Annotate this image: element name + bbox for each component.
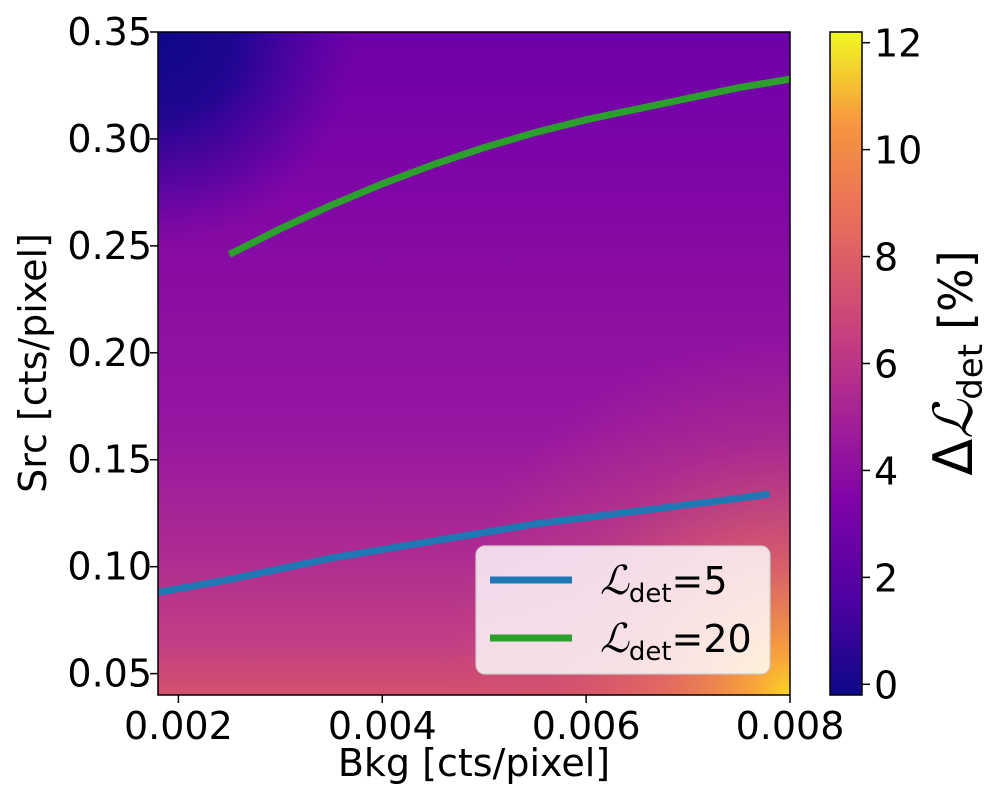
y-tick-label: 0.25 <box>67 224 152 268</box>
legend-symbol: ℒ <box>600 558 630 604</box>
legend-label-ldet-20: ℒdet=20 <box>600 616 752 667</box>
legend-subscript: det <box>629 637 672 667</box>
colorbar-tick-label: 10 <box>874 129 922 173</box>
y-tick-label: 0.30 <box>67 117 152 161</box>
y-tick-label: 0.05 <box>67 652 152 696</box>
series-line-ldet-5 <box>158 490 771 596</box>
y-tick-label: 0.35 <box>67 10 152 54</box>
x-axis: 0.002 0.004 0.006 0.008 <box>124 695 844 748</box>
legend-equals: = <box>672 559 704 603</box>
x-axis-title: Bkg [cts/pixel] <box>338 741 610 785</box>
colorbar-tick-label: 2 <box>874 556 898 600</box>
series-layer <box>158 75 790 596</box>
y-tick-label: 0.15 <box>67 438 152 482</box>
colorbar-tick-label: 12 <box>874 22 922 66</box>
x-tick-label: 0.004 <box>328 704 437 748</box>
colorbar-tick-label: 6 <box>874 343 898 387</box>
colorbar-tick-label: 0 <box>874 663 898 707</box>
x-tick-label: 0.006 <box>532 704 641 748</box>
plot-frame <box>157 31 791 696</box>
colorbar-title-symbol: ℒ <box>922 399 985 439</box>
legend-value: 5 <box>703 559 727 603</box>
legend-symbol: ℒ <box>600 616 630 662</box>
y-axis-title: Src [cts/pixel] <box>11 233 55 493</box>
colorbar-tick-label: 4 <box>874 449 898 493</box>
legend-subscript: det <box>629 579 672 609</box>
colorbar-title-subscript: det <box>951 344 991 400</box>
y-axis: 0.05 0.10 0.15 0.20 0.25 0.30 0.35 <box>67 10 158 696</box>
colorbar: 0 2 4 6 8 10 12 Δℒdet [%] <box>829 22 991 707</box>
colorbar-title-delta: Δ <box>922 439 985 476</box>
colorbar-title: Δℒdet [%] <box>922 250 991 475</box>
y-tick-label: 0.20 <box>67 331 152 375</box>
x-tick-label: 0.002 <box>124 704 233 748</box>
y-tick-label: 0.10 <box>67 545 152 589</box>
colorbar-title-unit: [%] <box>929 250 983 330</box>
colorbar-gradient <box>829 31 863 696</box>
legend-label-ldet-5: ℒdet=5 <box>600 558 728 609</box>
series-line-ldet-20 <box>227 75 790 258</box>
legend-equals: = <box>672 617 704 661</box>
colorbar-ticks: 0 2 4 6 8 10 12 <box>862 22 922 707</box>
heatmap-area <box>158 32 790 695</box>
legend: ℒdet=5 ℒdet=20 <box>475 545 771 675</box>
legend-value: 20 <box>703 617 751 661</box>
x-tick-label: 0.008 <box>736 704 845 748</box>
colorbar-tick-label: 8 <box>874 236 898 280</box>
